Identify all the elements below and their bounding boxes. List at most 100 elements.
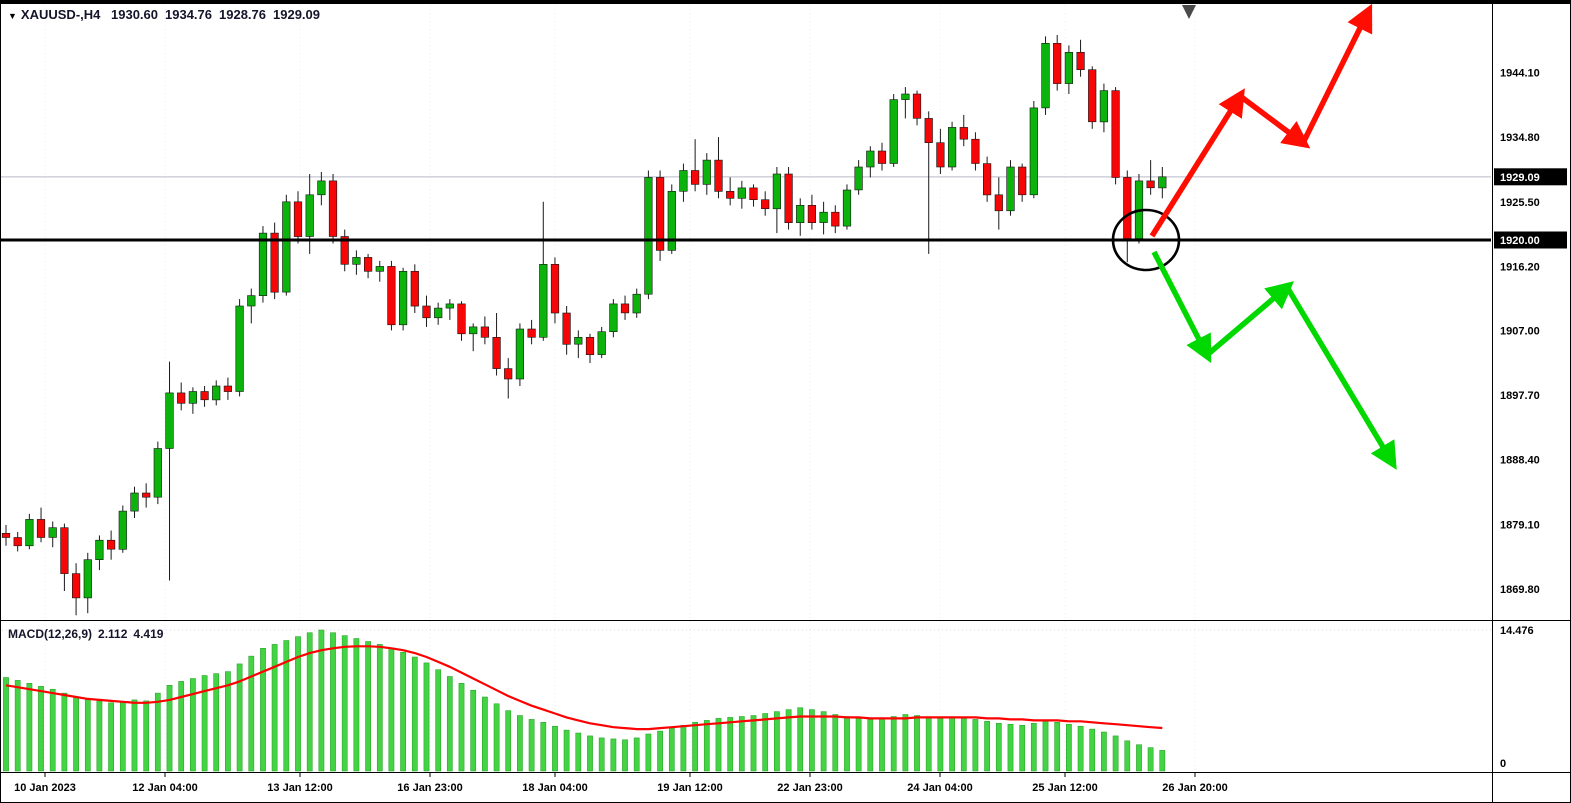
candle: [550, 257, 560, 324]
candle: [936, 128, 945, 174]
candle: [901, 87, 910, 119]
candle: [667, 184, 676, 254]
candle: [282, 194, 291, 296]
candle: [1088, 66, 1097, 129]
chart-shift-icon[interactable]: [1182, 5, 1196, 19]
candle: [165, 361, 174, 581]
price-axis-label: 1907.00: [1500, 325, 1540, 337]
candle: [644, 170, 653, 300]
symbol-timeframe-label: XAUUSD-,H4: [20, 7, 101, 22]
price-axis-label: 1925.50: [1500, 197, 1540, 209]
macd-indicator-label: MACD(12,26,9) 2.112 4.419: [8, 627, 163, 641]
time-axis-label: 12 Jan 04:00: [132, 782, 197, 794]
candle: [994, 177, 1003, 230]
candle: [585, 333, 595, 363]
candle: [504, 358, 513, 399]
candle: [469, 323, 478, 352]
candle: [60, 523, 69, 591]
candle: [854, 160, 863, 195]
price-tag-label: 1920.00: [1500, 235, 1540, 247]
candle: [714, 137, 723, 199]
candle: [107, 530, 116, 560]
candle: [1158, 167, 1167, 199]
bullish-scenario-arrow[interactable]: [1149, 3, 1373, 238]
candle: [889, 94, 898, 167]
candle: [632, 288, 641, 318]
candle: [959, 114, 968, 147]
candle: [1006, 160, 1015, 216]
bearish-scenario-arrow[interactable]: [1151, 250, 1397, 470]
candle: [363, 253, 373, 279]
candle: [352, 250, 361, 275]
candle: [924, 111, 933, 254]
candle: [457, 301, 466, 341]
price-axis-label: 1897.70: [1500, 390, 1540, 402]
candle: [819, 201, 828, 235]
support-line-price-tag: [1494, 231, 1567, 249]
candle: [527, 319, 536, 345]
candle: [153, 441, 162, 505]
candlestick-series: [1, 35, 1167, 616]
candle: [305, 174, 314, 254]
candle: [293, 191, 303, 244]
high-value: 1934.76: [165, 7, 213, 22]
candle: [562, 306, 571, 355]
candle: [1111, 87, 1120, 185]
symbol-dropdown-icon[interactable]: ▼: [8, 11, 17, 21]
candle: [247, 288, 256, 324]
candle: [1134, 174, 1144, 244]
time-axis-label: 22 Jan 23:00: [777, 782, 842, 794]
candle: [95, 535, 104, 571]
candle: [387, 260, 396, 331]
open-value: 1930.60: [111, 7, 159, 22]
time-axis-label: 25 Jan 12:00: [1032, 782, 1097, 794]
candle: [726, 177, 735, 206]
candle: [842, 184, 852, 230]
candle: [434, 302, 443, 325]
candle: [1018, 163, 1027, 202]
candle: [609, 299, 618, 338]
candle: [328, 174, 338, 244]
candle: [761, 191, 770, 216]
candle: [877, 142, 887, 171]
time-axis[interactable]: 10 Jan 2023 12 Jan 04:00 13 Jan 12:00 16 Ja…: [14, 773, 1228, 794]
candle: [188, 387, 198, 414]
price-axis[interactable]: 1944.10 1934.80 1929.09 1925.50 1920.00 1916.…: [1494, 68, 1567, 771]
close-value: 1929.09: [273, 7, 321, 22]
candle: [1146, 160, 1155, 195]
macd-axis-max-label: 14.476: [1500, 625, 1534, 637]
price-axis-label: 1888.40: [1500, 455, 1540, 467]
candle: [539, 201, 548, 341]
candle: [702, 153, 711, 195]
breakout-point-circle[interactable]: [1111, 208, 1181, 272]
ohlc-info-bar: ▼ XAUUSD-,H4 1930.60 1934.76 1928.76 1929.09: [8, 7, 320, 22]
candle: [1053, 35, 1062, 91]
candle: [375, 260, 384, 282]
macd-signal-value: 4.419: [133, 627, 164, 641]
candle: [1029, 101, 1038, 199]
candle: [1099, 83, 1108, 133]
chart-gridlines: [1, 5, 1491, 771]
candle: [142, 483, 151, 508]
time-axis-label: 13 Jan 12:00: [267, 782, 332, 794]
candle: [235, 299, 244, 397]
price-tag-label: 1929.09: [1500, 172, 1540, 184]
candle: [398, 267, 408, 331]
candle: [1, 525, 11, 546]
candle: [1076, 39, 1085, 77]
candle: [212, 380, 221, 406]
time-axis-label: 16 Jan 23:00: [397, 782, 462, 794]
candle: [48, 521, 57, 548]
current-price-tag: [1494, 168, 1567, 186]
candle: [1064, 45, 1073, 94]
macd-histogram: [3, 629, 1166, 772]
candle: [200, 386, 209, 407]
candle: [574, 330, 583, 359]
candle: [480, 316, 490, 345]
candle: [690, 139, 700, 192]
low-value: 1928.76: [219, 7, 267, 22]
candle: [679, 163, 688, 202]
candle: [130, 486, 139, 518]
